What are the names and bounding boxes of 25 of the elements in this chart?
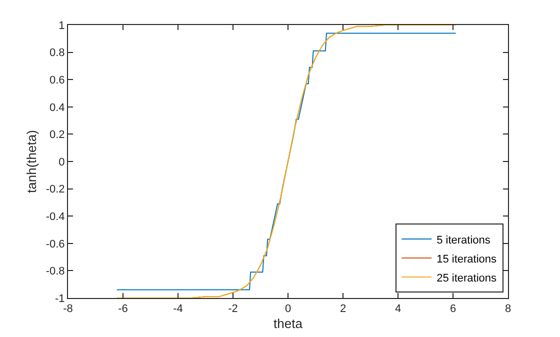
x-tick-label: 0 — [284, 303, 292, 316]
y-tick-label: 0 — [58, 156, 65, 168]
y-tick-label: 0.8 — [50, 47, 65, 60]
y-tick-label: -0.6 — [46, 238, 65, 250]
legend-label: 15 iterations — [436, 253, 498, 266]
y-tick-label: -0.2 — [46, 184, 65, 196]
y-tick-label: 0.4 — [50, 102, 65, 114]
x-axis-title: theta — [274, 316, 304, 331]
legend-label: 25 iterations — [436, 272, 498, 284]
y-tick-label: 0.2 — [50, 129, 65, 142]
y-tick-label: -1 — [55, 292, 65, 305]
x-tick-label: 6 — [450, 303, 456, 316]
y-tick-label: 0.6 — [50, 74, 65, 86]
x-tick-label: 4 — [394, 303, 402, 316]
y-tick-label: -0.4 — [46, 210, 65, 223]
x-tick-label: -6 — [118, 303, 128, 316]
y-tick-label: 1 — [58, 20, 65, 32]
x-tick-label: -8 — [63, 303, 73, 316]
x-tick-label: -2 — [228, 303, 238, 316]
legend-label: 5 iterations — [436, 234, 491, 246]
x-tick-label: -4 — [173, 303, 183, 316]
y-tick-label: -0.8 — [46, 266, 65, 278]
x-tick-label: 2 — [340, 303, 346, 316]
y-axis-title: tanh(theta) — [24, 130, 39, 193]
x-tick-label: 8 — [504, 303, 512, 316]
